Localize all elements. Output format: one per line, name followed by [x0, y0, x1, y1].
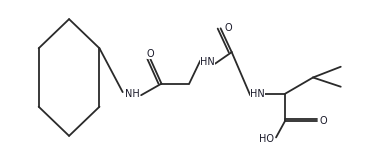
Text: O: O — [224, 23, 232, 33]
Text: O: O — [319, 115, 327, 126]
Text: O: O — [147, 49, 154, 60]
Text: HO: HO — [259, 134, 274, 144]
Text: HN: HN — [200, 57, 215, 67]
Text: NH: NH — [125, 89, 139, 99]
Text: HN: HN — [250, 89, 265, 99]
